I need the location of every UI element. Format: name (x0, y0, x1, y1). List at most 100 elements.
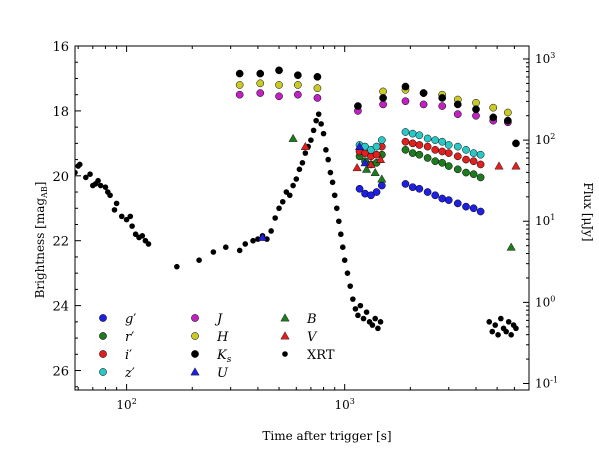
data-point (323, 147, 329, 153)
legend-label: V (307, 330, 318, 345)
data-point (408, 183, 417, 192)
legend-label: J (214, 312, 223, 327)
data-point (294, 90, 302, 99)
legend-marker (191, 314, 199, 322)
y-tick-label: 24 (52, 300, 69, 315)
data-point (236, 247, 243, 254)
data-point (401, 180, 410, 188)
data-point (372, 188, 381, 196)
legend-marker (99, 332, 107, 340)
right-tick-label: 10-1 (535, 376, 558, 391)
data-point (469, 157, 478, 166)
data-point (338, 231, 344, 238)
data-point (339, 244, 346, 251)
data-point (508, 332, 514, 338)
data-point (469, 149, 478, 157)
data-point (313, 94, 322, 102)
data-point (415, 141, 424, 149)
data-point (377, 174, 387, 183)
legend-label: H (216, 330, 229, 345)
data-point (355, 184, 364, 193)
data-point (222, 244, 229, 251)
legend-label: U (217, 366, 229, 381)
legend-label: g′ (125, 312, 136, 327)
right-axis-label: Flux [μJy] (581, 182, 595, 241)
data-point (423, 142, 432, 151)
data-point (276, 205, 282, 212)
legend-marker (99, 314, 107, 322)
data-point (453, 152, 462, 161)
data-point (379, 94, 387, 102)
right-tick-label: 103 (535, 51, 555, 66)
axes-border (74, 45, 530, 391)
data-point (453, 165, 462, 174)
data-point (377, 181, 386, 190)
data-point (438, 102, 447, 110)
x-tick-label: 103 (335, 397, 355, 412)
data-point (476, 160, 485, 169)
data-point (357, 302, 364, 309)
data-point (313, 72, 322, 81)
y-axis-label-main: Brightness [mag (33, 198, 47, 299)
y-tick-label: 18 (52, 105, 69, 120)
data-point (472, 98, 480, 107)
legend-label: B (306, 312, 317, 327)
data-point (107, 192, 113, 199)
legend-entry: g′ (99, 312, 136, 327)
data-point (401, 82, 410, 91)
data-point (111, 207, 118, 213)
data-point (408, 139, 417, 148)
legend-entry: B (280, 312, 317, 327)
data-point (379, 100, 387, 109)
data-point (503, 328, 509, 335)
right-tick-label: 100 (535, 294, 555, 309)
data-point (174, 263, 180, 270)
data-point (372, 150, 381, 159)
data-point (513, 325, 519, 332)
legend-marker (99, 350, 107, 358)
data-point (310, 127, 317, 134)
data-point (257, 232, 268, 241)
data-point (272, 215, 278, 221)
data-point (489, 113, 498, 122)
data-point (308, 137, 314, 143)
data-point (472, 111, 480, 120)
series-g (355, 180, 485, 216)
data-point (296, 166, 303, 173)
legend-entry: H (191, 330, 229, 345)
legend-entry: XRT (282, 348, 335, 363)
data-point (333, 205, 340, 212)
x-tick-label: 102 (116, 397, 136, 412)
data-point (127, 213, 134, 220)
legend: g′ r′ i′ z′ JH KsU BV XRT (99, 312, 335, 381)
legend-entry: i′ (99, 348, 132, 363)
y-tick-label: 26 (52, 365, 69, 380)
y-axis-label: Brightness [magAB] (33, 182, 49, 299)
data-point (275, 92, 283, 101)
data-point (379, 87, 387, 96)
data-point (256, 89, 265, 97)
right-tick-label: 102 (535, 132, 555, 147)
legend-marker (190, 367, 200, 376)
legend-entry: J (191, 312, 223, 327)
data-point (419, 89, 428, 97)
data-point (336, 218, 342, 225)
data-point (401, 128, 410, 136)
data-point (419, 100, 428, 109)
data-point (325, 156, 331, 163)
data-point (354, 102, 362, 110)
data-point (453, 110, 462, 119)
data-point (129, 223, 135, 229)
data-point (415, 150, 424, 159)
data-point (350, 296, 356, 302)
data-point (95, 177, 101, 184)
data-point (82, 174, 89, 181)
data-point (97, 182, 104, 189)
data-point (102, 184, 109, 190)
legend-marker (280, 331, 290, 340)
data-point (372, 315, 378, 322)
data-point (505, 319, 512, 325)
data-point (423, 134, 432, 143)
data-point (235, 69, 244, 78)
y-tick-label: 16 (52, 40, 69, 55)
